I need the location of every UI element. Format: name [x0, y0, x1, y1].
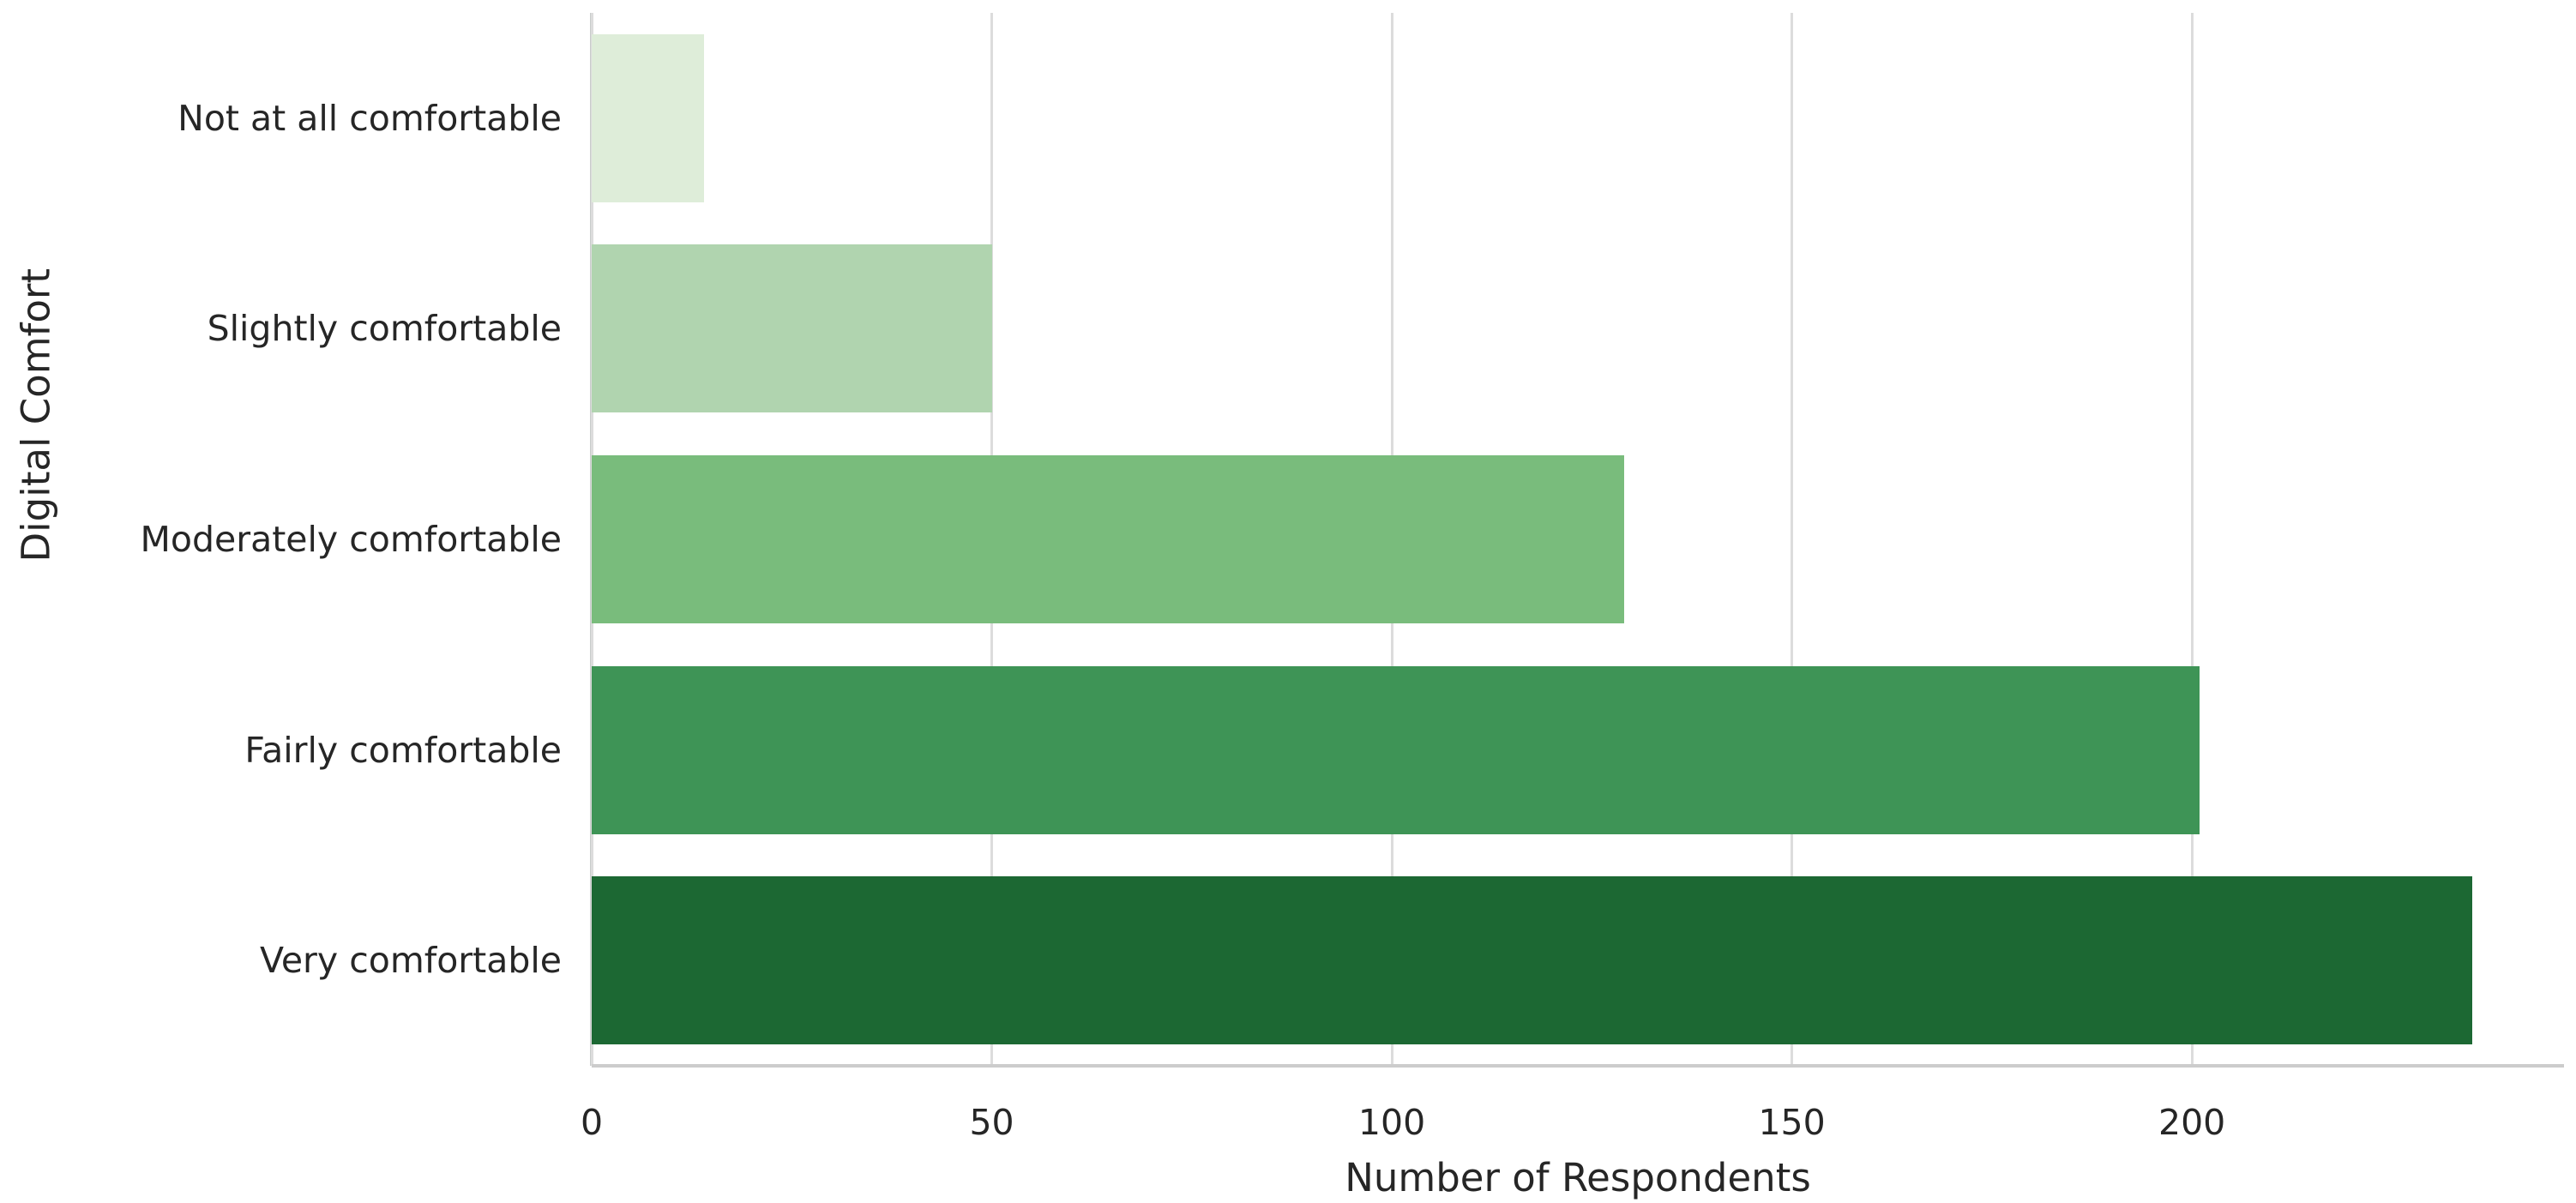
y-tick-label: Not at all comfortable [178, 97, 562, 139]
x-tick-label: 200 [2158, 1102, 2226, 1143]
bar [592, 665, 2200, 834]
x-tick-label: 150 [1758, 1102, 1826, 1143]
plot-area [590, 13, 2564, 1066]
bar [592, 244, 992, 413]
x-tick-label: 100 [1357, 1102, 1426, 1143]
x-axis-label: Number of Respondents [1345, 1155, 1811, 1200]
gridline-x-150 [1791, 13, 1794, 1066]
x-axis-line [592, 1064, 2564, 1068]
bar [592, 33, 704, 202]
gridline-x-200 [2190, 13, 2194, 1066]
x-tick-label: 0 [580, 1102, 604, 1143]
x-tick-label: 50 [969, 1102, 1014, 1143]
y-tick-label: Fairly comfortable [244, 729, 562, 771]
bar [592, 876, 2472, 1045]
y-tick-label: Very comfortable [259, 940, 562, 982]
y-tick-label: Moderately comfortable [140, 519, 562, 560]
y-tick-label: Slightly comfortable [207, 308, 562, 350]
bar [592, 455, 1624, 623]
